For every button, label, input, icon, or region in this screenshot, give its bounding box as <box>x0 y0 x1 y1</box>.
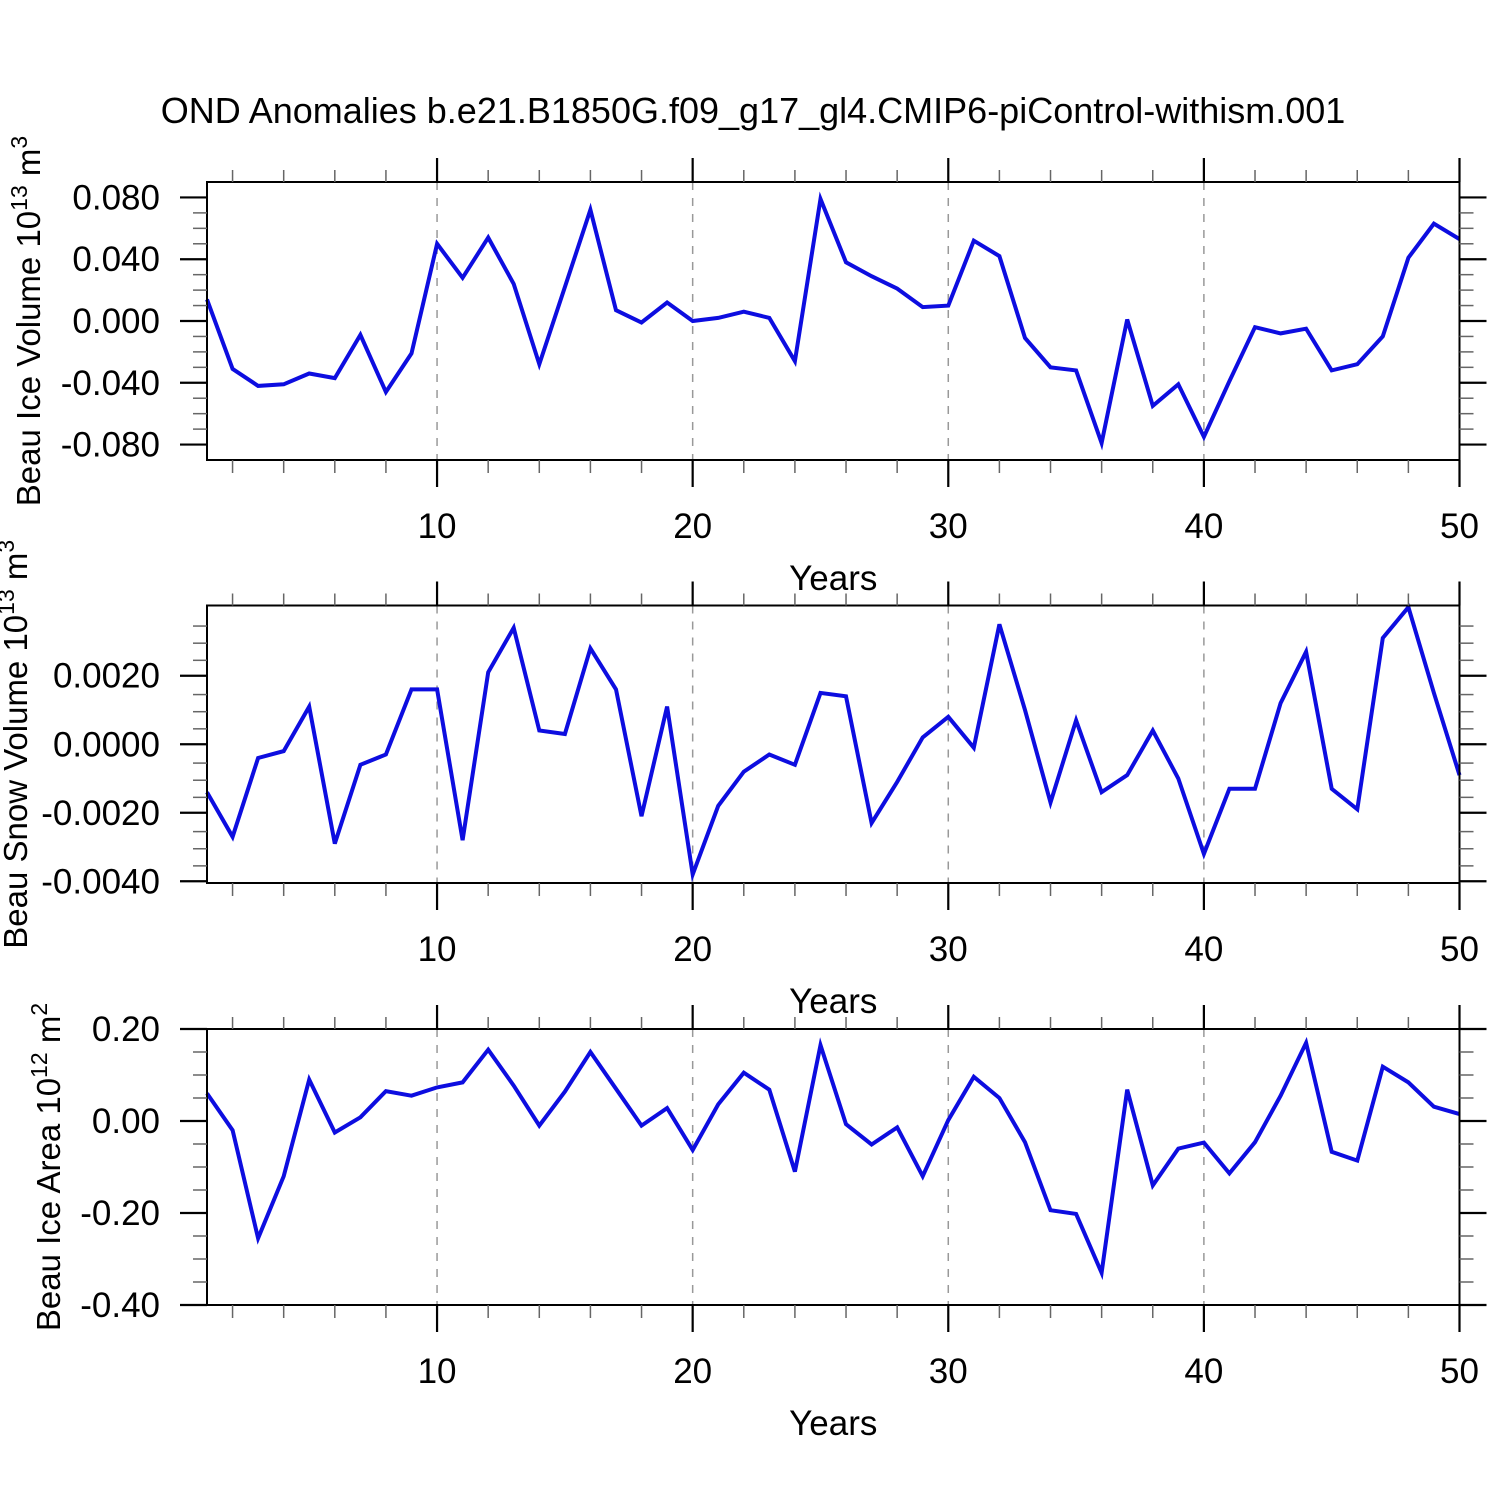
x-tick-label: 50 <box>1440 507 1479 546</box>
x-tick-label: 20 <box>673 930 712 969</box>
panel-beau-ice-volume: 10 20 30 40 50 0.080 0.040 0.000 -0.040 -0.080 Yea… <box>6 136 1487 598</box>
x-axis-title: Years <box>789 1404 877 1443</box>
y-axis-title: Beau Snow Volume 1013 m3 <box>0 540 34 949</box>
y-tick-label: -0.080 <box>61 426 160 465</box>
beau-ice-area-line <box>205 1036 1461 1281</box>
x-tick-label: 10 <box>418 1352 457 1391</box>
y-axis-title: Beau Ice Volume 1013 m3 <box>6 136 47 506</box>
figure-title: OND Anomalies b.e21.B1850G.f09_g17_gl4.C… <box>161 90 1346 131</box>
y-tick-label: 0.040 <box>72 240 160 279</box>
plot-frame <box>206 181 1461 461</box>
panel-beau-snow-volume: 10 20 30 40 50 0.0020 0.0000 -0.0020 -0.0040 Year… <box>0 540 1487 1021</box>
y-tick-label: 0.20 <box>92 1010 160 1049</box>
y-axis-title: Beau Ice Area 1012 m2 <box>26 1003 67 1331</box>
x-tick-label: 10 <box>418 507 457 546</box>
plot-frame <box>206 604 1461 884</box>
x-tick-label: 30 <box>929 507 968 546</box>
x-tick-label: 10 <box>418 930 457 969</box>
x-tick-label: 50 <box>1440 1352 1479 1391</box>
x-tick-label: 40 <box>1184 1352 1223 1391</box>
beau-snow-volume-line <box>205 603 1462 883</box>
y-tick-label: 0.000 <box>72 302 160 341</box>
x-tick-label: 20 <box>673 507 712 546</box>
x-tick-label: 40 <box>1184 507 1223 546</box>
plot-frame <box>206 1028 1461 1306</box>
x-axis-title: Years <box>789 982 877 1021</box>
y-tick-label: 0.00 <box>92 1102 160 1141</box>
y-tick-label: -0.20 <box>80 1194 160 1233</box>
y-tick-label: -0.040 <box>61 364 160 403</box>
x-tick-label: 50 <box>1440 930 1479 969</box>
panels-group: 10 20 30 40 50 0.080 0.040 0.000 -0.040 -0.080 Yea… <box>0 136 1487 1443</box>
x-tick-label: 30 <box>929 1352 968 1391</box>
beau-ice-volume-line <box>205 191 1461 451</box>
panel-beau-ice-area: 10 20 30 40 50 0.20 0.00 -0.20 -0.40 Years Beau Ic… <box>26 1003 1487 1443</box>
y-tick-label: -0.0040 <box>41 862 160 901</box>
y-tick-label: -0.40 <box>80 1286 160 1325</box>
y-tick-label: -0.0020 <box>41 794 160 833</box>
y-tick-label: 0.080 <box>72 178 160 217</box>
y-tick-label: 0.0000 <box>53 725 160 764</box>
x-tick-label: 30 <box>929 930 968 969</box>
y-tick-label: 0.0020 <box>53 657 160 696</box>
x-tick-label: 40 <box>1184 930 1223 969</box>
x-tick-label: 20 <box>673 1352 712 1391</box>
x-axis-title: Years <box>789 559 877 598</box>
